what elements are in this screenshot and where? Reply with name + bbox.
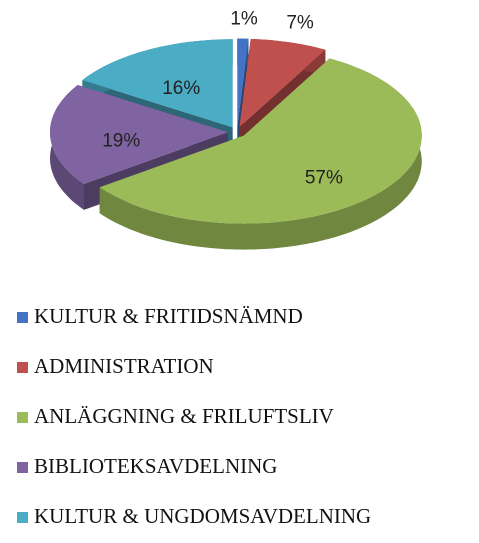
legend: KULTUR & FRITIDSNÄMND ADMINISTRATION ANLÄG…: [17, 304, 371, 528]
legend-swatch: [17, 412, 28, 423]
slice: [99, 58, 422, 224]
data-labels: 1% 7% 57% 19% 16%: [102, 8, 343, 188]
legend-label: BIBLIOTEKSAVDELNING: [34, 454, 277, 478]
legend-label: ANLÄGGNING & FRILUFTSLIV: [34, 404, 334, 428]
legend-swatch: [17, 312, 28, 323]
data-label: 16%: [162, 78, 200, 99]
legend-label: ADMINISTRATION: [34, 354, 214, 378]
data-label: 1%: [230, 8, 258, 29]
slice: [50, 85, 228, 184]
data-label: 7%: [286, 13, 314, 34]
legend-label: KULTUR & UNGDOMSAVDELNING: [34, 504, 371, 528]
legend-swatch: [17, 362, 28, 373]
slice: [239, 39, 326, 127]
data-label: 57%: [305, 167, 343, 188]
legend-swatch: [17, 462, 28, 473]
slice: [82, 39, 233, 128]
legend-swatch: [17, 512, 28, 523]
legend-label: KULTUR & FRITIDSNÄMND: [34, 304, 303, 328]
data-label: 19%: [102, 131, 140, 152]
slice: [237, 38, 249, 127]
pie: [50, 38, 422, 224]
